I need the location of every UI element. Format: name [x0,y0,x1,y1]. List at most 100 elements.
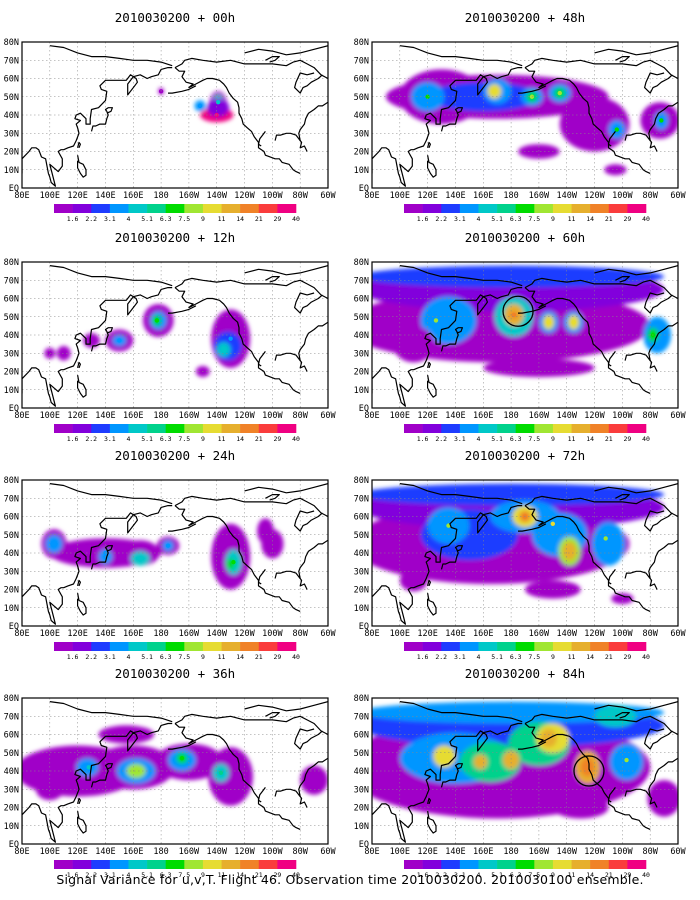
coastline [77,155,87,178]
coastline [244,483,328,494]
x-tick-label: 140W [556,847,577,857]
colorbar-swatch [422,204,442,213]
y-tick-label: 80N [4,694,19,704]
colorbar-label: 4 [477,653,481,661]
colorbar-swatch [54,860,73,869]
colorbar-swatch [240,860,260,869]
y-tick-label: 70N [4,276,19,286]
colorbar-label: 29 [623,653,631,661]
y-tick-label: 40N [4,767,19,777]
variance-blob [35,778,64,801]
x-tick-label: 160E [123,847,143,857]
coastline [244,701,328,712]
x-tick-label: 160E [473,191,493,201]
variance-blob [647,780,678,817]
coastline [77,141,81,149]
x-tick-label: 120E [417,847,437,857]
coastline [594,701,678,712]
variance-feature [567,548,572,554]
coastline [174,67,301,174]
coastline [524,713,678,736]
x-tick-label: 80W [293,411,309,421]
colorbar-label: 1.6 [417,215,429,223]
coastline [440,763,463,788]
coastline [624,539,678,580]
x-tick-label: 80W [293,847,309,857]
colorbar-swatch [147,204,166,213]
coastline [440,545,463,570]
colorbar-swatch [109,424,129,433]
y-tick-label: 70N [354,494,369,504]
y-tick-label: 70N [354,56,369,66]
colorbar-swatch [478,860,498,869]
x-tick-label: 100E [40,847,60,857]
map-panel-5: 2010030200 + 60h2010030200 + 60hEQ10N20N… [354,230,687,443]
coastline [648,794,658,808]
colorbar-swatch [422,860,442,869]
colorbar-swatch [590,860,610,869]
variance-blob [372,265,665,288]
colorbar-label: 29 [273,435,281,443]
map-panel-1: 2010030200 + 12h2010030200 + 12hEQ10N20N… [4,230,337,443]
x-tick-label: 140W [556,191,577,201]
colorbar-swatch [258,642,278,651]
panel-title: 2010030200 + 48h [465,10,585,25]
x-tick-label: 160W [179,847,200,857]
x-tick-label: 180 [153,629,168,639]
colorbar-label: 40 [642,653,650,661]
variance-feature [179,756,185,761]
colorbar-swatch [441,424,461,433]
coastline [298,138,308,152]
map-panel-6: 2010030200 + 72h2010030200 + 72hEQ10N20N… [354,448,687,661]
colorbar-label: 1.6 [67,871,79,879]
colorbar-swatch [534,642,554,651]
colorbar-label: 11 [218,435,226,443]
variance-field [372,483,665,605]
y-tick-label: 30N [4,129,19,139]
colorbar-swatch [202,424,222,433]
colorbar-swatch [72,860,92,869]
coastline [244,265,328,276]
colorbar-swatch [590,204,610,213]
y-tick-label: 30N [354,785,369,795]
map-frame [371,261,679,409]
y-tick-label: 70N [354,276,369,286]
coastline [244,45,328,56]
colorbar-swatch [258,424,278,433]
colorbar-label: 7.5 [178,653,190,661]
colorbar-label: 5.1 [491,215,503,223]
variance-feature [492,89,497,94]
coastline [372,722,523,843]
x-tick-label: 120W [234,411,255,421]
y-tick-label: 20N [4,586,19,596]
colorbar-label: 11 [568,435,576,443]
y-tick-label: 40N [354,549,369,559]
y-tick-label: 20N [354,148,369,158]
colorbar-swatch [478,642,498,651]
x-tick-label: 80E [364,847,379,857]
y-tick-label: 30N [354,567,369,577]
colorbar-label: 3.1 [104,215,116,223]
x-tick-label: 80W [293,191,309,201]
colorbar-label: 5.1 [141,871,153,879]
x-tick-label: 120E [417,411,437,421]
coastline [518,741,547,750]
y-tick-label: 70N [354,712,369,722]
colorbar-swatch [277,860,297,869]
coastline [427,155,437,178]
variance-feature [659,118,664,123]
colorbar-label: 1.6 [67,653,79,661]
x-tick-label: 140E [95,191,115,201]
colorbar-swatch [497,860,516,869]
colorbar-swatch [184,860,204,869]
variance-blob [208,747,253,806]
colorbar-label: 14 [236,435,244,443]
colorbar-label: 14 [586,871,594,879]
coastline [427,797,431,805]
coastline [22,67,173,187]
x-tick-label: 140E [445,629,465,639]
x-tick-label: 180 [153,847,168,857]
colorbar-swatch [534,424,554,433]
x-tick-label: 80E [14,847,29,857]
coastline [644,292,673,314]
